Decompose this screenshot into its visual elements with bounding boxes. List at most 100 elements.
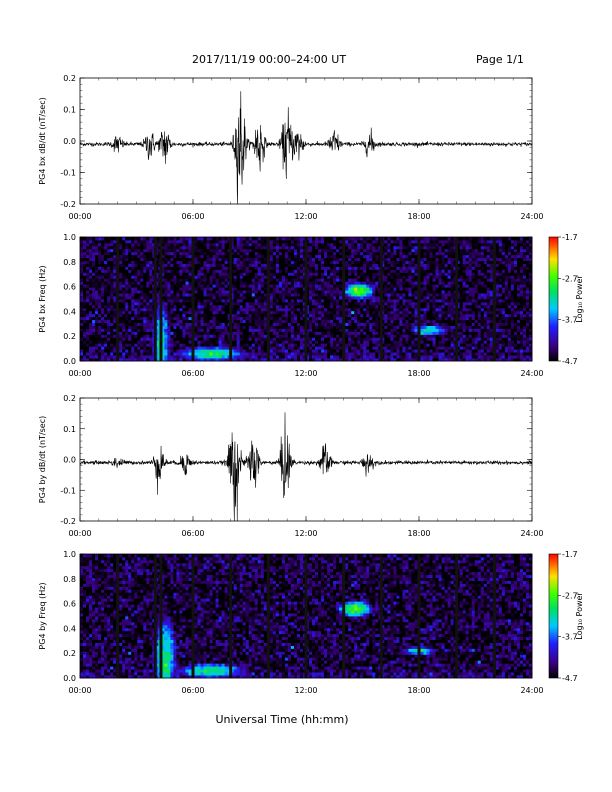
spectrogram-cell	[396, 337, 400, 341]
spectrogram-cell	[263, 269, 268, 273]
spectrogram-cell	[155, 287, 159, 291]
spectrogram-cell	[128, 352, 132, 356]
spectrogram-cell	[137, 355, 141, 359]
spectrogram-cell	[324, 299, 328, 303]
spectrogram-cell	[236, 260, 241, 264]
spectrogram-cell	[384, 263, 388, 267]
spectrogram-cell	[179, 269, 183, 273]
spectrogram-cell	[155, 331, 159, 335]
spectrogram-cell	[242, 260, 247, 264]
spectrogram-cell	[197, 257, 201, 262]
spectrogram-cell	[215, 349, 220, 353]
spectrogram-cell	[354, 284, 358, 288]
spectrogram-cell	[98, 299, 102, 303]
spectrogram-cell	[125, 257, 129, 262]
spectrogram-cell	[206, 237, 210, 241]
spectrogram-cell	[281, 310, 286, 315]
spectrogram-cell	[110, 248, 114, 253]
spectrogram-cell	[354, 263, 358, 267]
spectrogram-cell	[242, 307, 247, 312]
spectrogram-cell	[272, 307, 277, 312]
spectrogram-cell	[173, 346, 177, 350]
spectrogram-cell	[176, 251, 180, 256]
spectrogram-cell	[357, 272, 361, 276]
spectrogram-cell	[179, 237, 183, 241]
spectrogram-cell	[215, 337, 220, 341]
spectrogram-cell	[104, 358, 108, 362]
spectrogram-cell	[281, 304, 286, 309]
spectrogram-cell	[360, 296, 364, 300]
spectrogram-cell	[188, 257, 192, 262]
spectrogram-cell	[312, 296, 316, 300]
spectrogram-cell	[92, 299, 96, 303]
spectrogram-cell	[357, 269, 361, 273]
spectrogram-cell	[83, 328, 87, 332]
spectrogram-cell	[149, 257, 153, 262]
spectrogram-cell	[369, 257, 373, 262]
spectrogram-cell	[167, 313, 171, 318]
spectrogram-cell	[146, 334, 150, 338]
spectrogram-cell	[275, 251, 280, 256]
spectrogram-cell	[188, 260, 192, 264]
spectrogram-cell	[321, 319, 325, 324]
spectrogram-cell	[327, 269, 331, 273]
spectrogram-cell	[119, 239, 123, 244]
spectrogram-cell	[119, 248, 123, 253]
spectrogram-cell	[212, 284, 216, 288]
spectrogram-cell	[95, 307, 99, 312]
spectrogram-cell	[98, 358, 102, 362]
spectrogram-cell	[242, 248, 247, 253]
spectrogram-cell	[263, 304, 268, 309]
spectrogram-cell	[113, 263, 117, 267]
spectrogram-cell	[287, 316, 292, 321]
spectrogram-cell	[312, 281, 316, 285]
spectrogram-cell	[215, 251, 220, 256]
spectrogram-cell	[203, 322, 207, 326]
spectrogram-cell	[375, 346, 379, 350]
spectrogram-cell	[269, 310, 274, 315]
spectrogram-cell	[348, 263, 352, 267]
spectrogram-cell	[248, 290, 253, 294]
spectrogram-cell	[263, 307, 268, 312]
spectrogram-cell	[315, 299, 319, 303]
spectrogram-cell	[230, 316, 235, 321]
spectrogram-cell	[414, 248, 418, 253]
spectrogram-cell	[134, 257, 138, 262]
spectrogram-cell	[215, 296, 220, 300]
spectrogram-cell	[134, 337, 138, 341]
spectrogram-cell	[315, 313, 319, 318]
spectrogram-cell	[254, 316, 259, 321]
spectrogram-cell	[290, 319, 295, 324]
spectrogram-cell	[414, 316, 418, 321]
spectrogram-cell	[315, 352, 319, 356]
spectrogram-cell	[369, 346, 373, 350]
spectrogram-cell	[200, 307, 204, 312]
spectrogram-cell	[155, 307, 159, 312]
spectrogram-cell	[260, 278, 265, 282]
spectrogram-cell	[324, 310, 328, 315]
spectrogram-cell	[209, 346, 213, 350]
spectrogram-cell	[333, 299, 337, 303]
spectrogram-cell	[134, 278, 138, 282]
spectrogram-cell	[218, 304, 223, 309]
spectrogram-cell	[405, 239, 409, 244]
spectrogram-cell	[269, 254, 274, 259]
spectrogram-cell	[293, 355, 298, 359]
spectrogram-cell	[333, 310, 337, 315]
spectrogram-cell	[215, 319, 220, 324]
spectrogram-cell	[263, 254, 268, 259]
spectrogram-cell	[86, 275, 90, 279]
spectrogram-cell	[170, 251, 174, 256]
spectrogram-cell	[107, 355, 111, 359]
spectrogram-cell	[375, 269, 379, 273]
spectrogram-cell	[384, 296, 388, 300]
spectrogram-cell	[239, 349, 244, 353]
spectrogram-cell	[269, 343, 274, 347]
spectrogram-cell	[107, 346, 111, 350]
spectrogram-cell	[396, 349, 400, 353]
spectrogram-cell	[414, 237, 418, 241]
spectrogram-cell	[296, 328, 301, 332]
spectrogram-cell	[408, 325, 412, 329]
spectrogram-cell	[281, 254, 286, 259]
spectrogram-cell	[399, 260, 403, 264]
